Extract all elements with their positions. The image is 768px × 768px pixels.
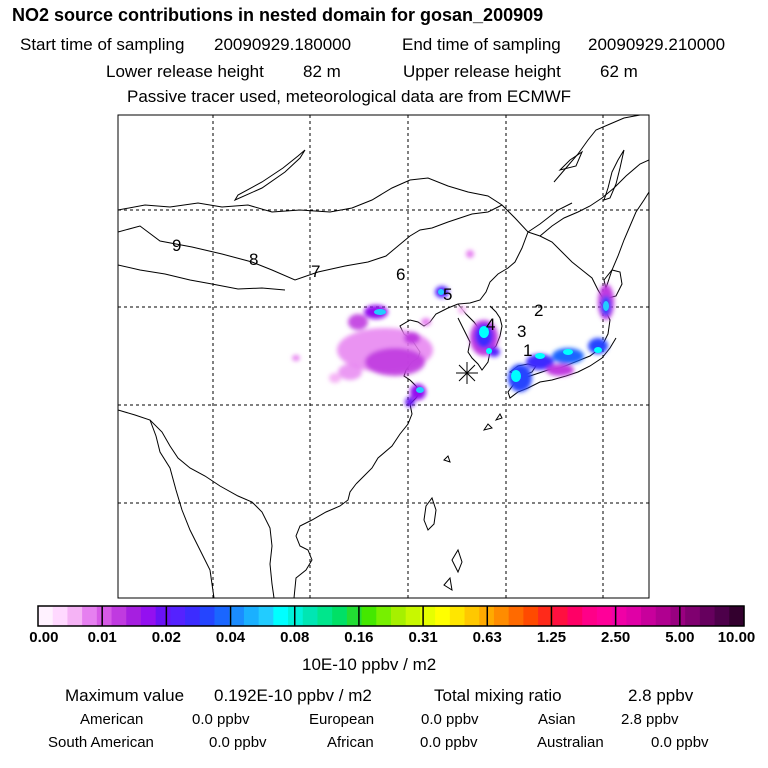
- region-value-african: 0.0 ppbv: [420, 734, 478, 751]
- region-name-european: European: [309, 711, 375, 728]
- concentration-field: [292, 250, 614, 407]
- color-scale-tick-label: 0.16: [344, 629, 374, 646]
- total-mixing-label: Total mixing ratio: [434, 686, 562, 705]
- region-value-asian: 2.8 ppbv: [621, 711, 679, 728]
- upper-height-value: 62 m: [600, 62, 638, 81]
- color-scale-tick-label: 0.63: [472, 629, 502, 646]
- region-value-australian: 0.0 ppbv: [651, 734, 709, 751]
- region-label-2: 2: [534, 301, 543, 320]
- region-name-american: American: [80, 711, 144, 728]
- color-scale-tick-label: 0.02: [151, 629, 181, 646]
- region-name-asian: Asian: [538, 711, 576, 728]
- color-scale-tick-label: 0.31: [408, 629, 438, 646]
- color-scale-tick-label: 0.00: [29, 629, 59, 646]
- region-value-south-american: 0.0 ppbv: [209, 734, 267, 751]
- max-value-label: Maximum value: [65, 686, 185, 705]
- color-scale-tick-label: 0.01: [87, 629, 117, 646]
- region-label-7: 7: [311, 262, 320, 281]
- color-scale-tick-label: 0.08: [280, 629, 310, 646]
- color-scale-tick-label: 0.04: [215, 629, 246, 646]
- lower-height-label: Lower release height: [106, 62, 264, 81]
- region-name-australian: Australian: [537, 734, 604, 751]
- region-name-south-american: South American: [48, 734, 154, 751]
- receptor-site-marker: [456, 362, 478, 384]
- max-value: 0.192E-10 ppbv / m2: [214, 686, 372, 705]
- color-scale-tick-label: 1.25: [536, 629, 567, 646]
- color-scale-tick-label: 10.00: [717, 629, 756, 646]
- region-value-european: 0.0 ppbv: [421, 711, 479, 728]
- end-time-label: End time of sampling: [402, 35, 561, 54]
- region-label-4: 4: [486, 315, 495, 334]
- region-label-8: 8: [249, 250, 258, 269]
- page-title: NO2 source contributions in nested domai…: [12, 5, 544, 25]
- region-value-american: 0.0 ppbv: [192, 711, 250, 728]
- map-panel: 1 2 3 4 5 6 7 8 9: [117, 114, 650, 599]
- start-time-label: Start time of sampling: [20, 35, 185, 54]
- legend-unit-label: 10E-10 ppbv / m2: [302, 655, 437, 674]
- end-time-value: 20090929.210000: [588, 35, 726, 54]
- total-mixing-value: 2.8 ppbv: [628, 686, 694, 705]
- region-label-5: 5: [443, 285, 452, 304]
- lower-height-value: 82 m: [303, 62, 341, 81]
- upper-height-label: Upper release height: [403, 62, 561, 81]
- color-scale-tick-label: 2.50: [601, 629, 631, 646]
- region-label-1: 1: [523, 341, 532, 360]
- region-label-3: 3: [517, 322, 526, 341]
- start-time-value: 20090929.180000: [214, 35, 352, 54]
- tracer-note: Passive tracer used, meteorological data…: [127, 87, 572, 106]
- region-label-6: 6: [396, 265, 405, 284]
- region-name-african: African: [327, 734, 374, 751]
- map-frame: [117, 114, 650, 599]
- region-label-9: 9: [172, 236, 181, 255]
- color-scale-tick-label: 5.00: [665, 629, 695, 646]
